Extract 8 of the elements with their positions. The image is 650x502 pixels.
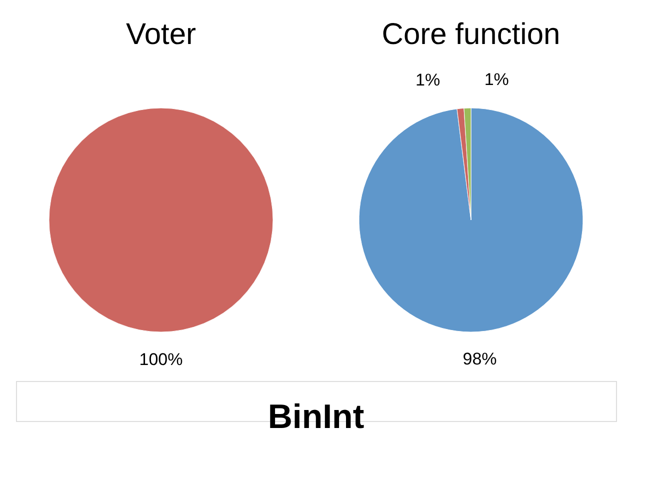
data-label: 98% <box>462 350 497 369</box>
pie-slice <box>358 108 584 332</box>
data-label: 100% <box>139 350 183 369</box>
data-label: 1% <box>416 70 440 90</box>
data-label: 1% <box>484 70 509 90</box>
chart-title: Core function <box>382 18 560 51</box>
text: BinInt <box>268 398 364 436</box>
chart-title: Voter <box>126 18 196 51</box>
